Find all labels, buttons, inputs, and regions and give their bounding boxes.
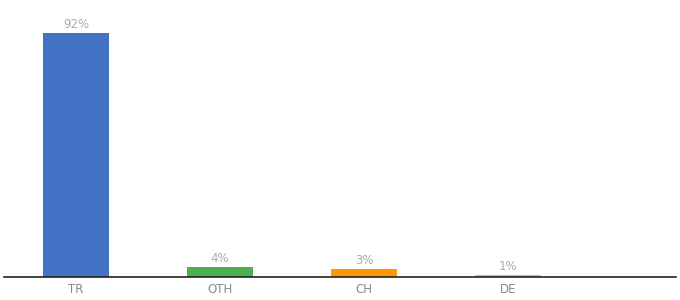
Text: 92%: 92% [63, 18, 89, 31]
Bar [187, 267, 253, 277]
Text: 4%: 4% [211, 252, 229, 265]
Bar [475, 274, 541, 277]
Text: 3%: 3% [355, 254, 373, 267]
Bar [43, 33, 109, 277]
Bar [331, 269, 397, 277]
Text: 1%: 1% [498, 260, 517, 272]
